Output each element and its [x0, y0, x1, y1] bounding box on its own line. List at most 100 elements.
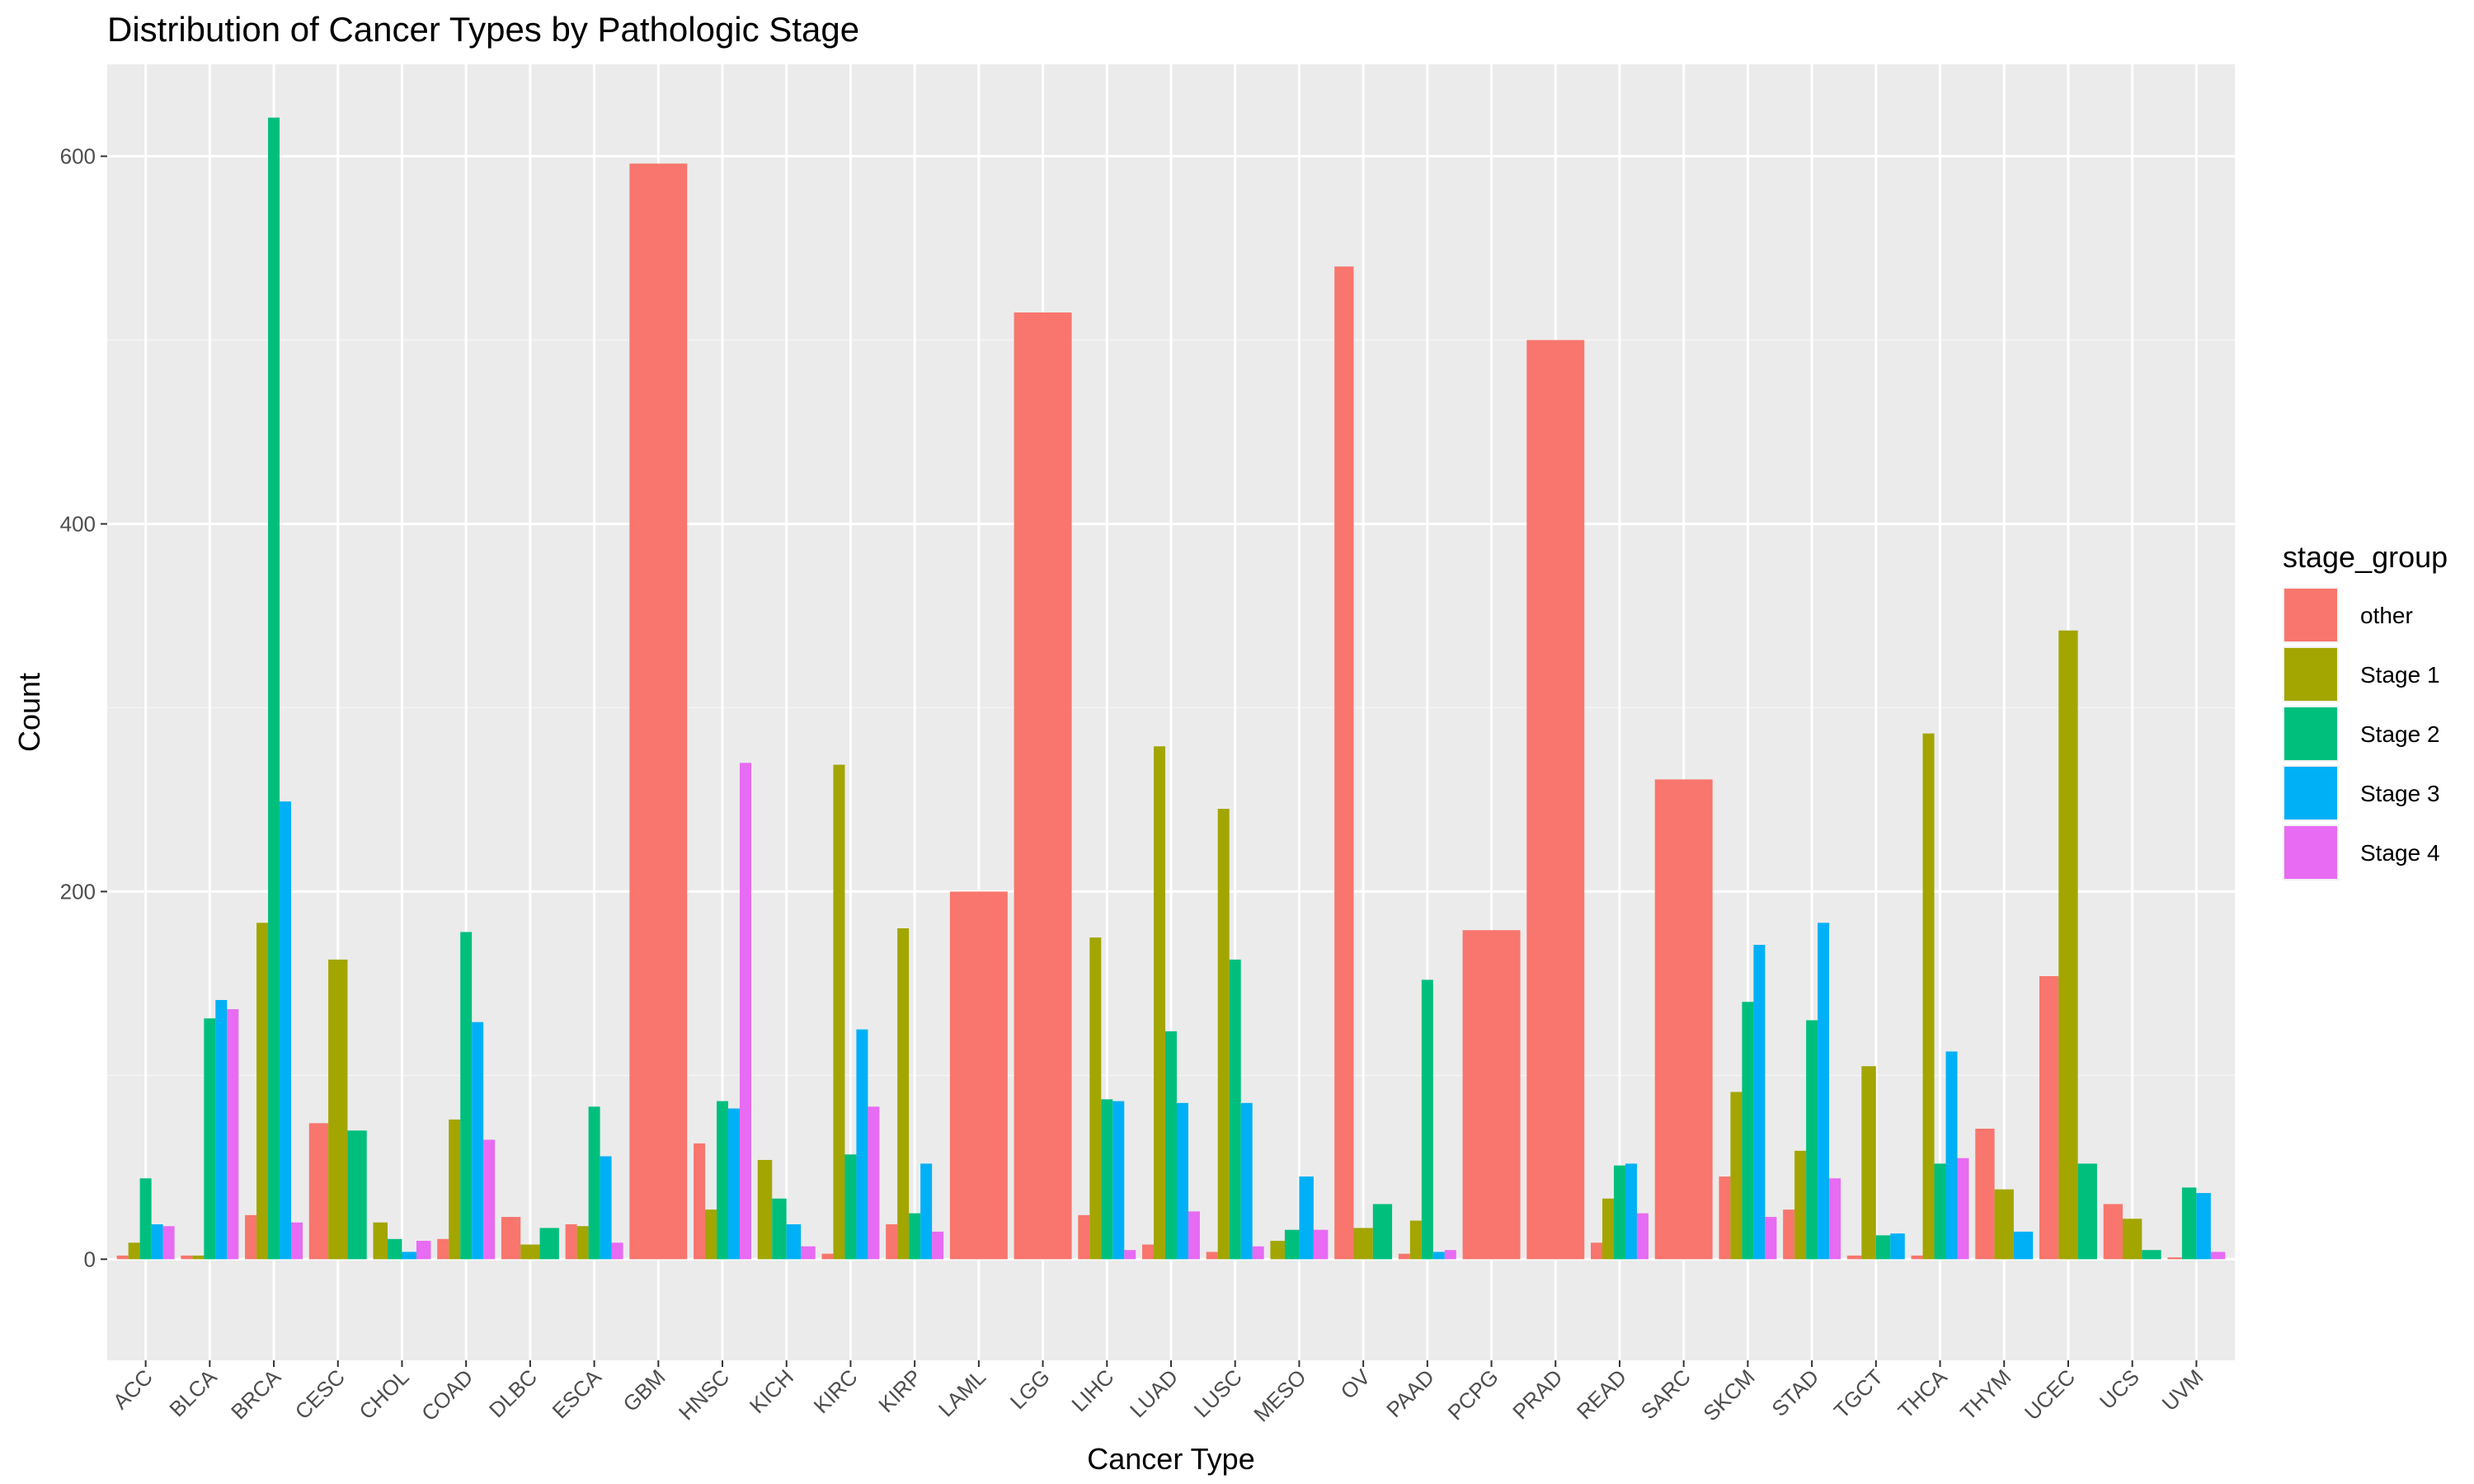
- x-tick-label: KIRC: [809, 1364, 863, 1418]
- x-tick-label: PCPG: [1442, 1364, 1503, 1425]
- bar-chol-stage-4: [416, 1241, 431, 1260]
- bar-hnsc-stage-1: [705, 1209, 717, 1260]
- bar-tgct-stage-2: [1875, 1235, 1891, 1260]
- bar-skcm-stage-2: [1742, 1002, 1754, 1260]
- x-tick-label: STAD: [1766, 1364, 1823, 1421]
- y-tick-label: 200: [60, 879, 96, 904]
- bar-tgct-stage-3: [1890, 1233, 1905, 1260]
- legend-label: Stage 3: [2360, 781, 2440, 806]
- bar-blca-stage-4: [227, 1009, 239, 1260]
- bar-skcm-stage-4: [1765, 1217, 1777, 1260]
- bar-stad-stage-4: [1829, 1178, 1841, 1260]
- bar-ucec-stage-2: [2077, 1163, 2097, 1260]
- bar-brca-stage-3: [280, 801, 292, 1260]
- bar-kirc-stage-3: [856, 1029, 868, 1260]
- bar-stad-other: [1783, 1209, 1795, 1260]
- bar-luad-stage-3: [1176, 1102, 1188, 1260]
- bar-hnsc-other: [694, 1143, 706, 1260]
- bar-dlbc-other: [501, 1217, 521, 1260]
- bars: [116, 117, 2226, 1260]
- bar-paad-stage-4: [1444, 1250, 1456, 1260]
- bar-read-stage-1: [1602, 1198, 1614, 1260]
- bar-dlbc-stage-1: [520, 1244, 540, 1260]
- bar-esca-other: [565, 1223, 577, 1260]
- bar-tgct-stage-1: [1861, 1066, 1876, 1260]
- chart-title: Distribution of Cancer Types by Patholog…: [107, 10, 859, 49]
- bar-stad-stage-3: [1818, 923, 1830, 1260]
- bar-kirp-stage-2: [909, 1213, 921, 1260]
- bar-esca-stage-3: [600, 1156, 612, 1260]
- bar-hnsc-stage-3: [728, 1108, 741, 1260]
- bar-kirc-other: [821, 1253, 834, 1260]
- bar-sarc-other: [1654, 779, 1713, 1260]
- bar-uvm-stage-4: [2210, 1252, 2226, 1260]
- bar-acc-stage-4: [162, 1226, 175, 1260]
- x-tick-label: KIRP: [873, 1364, 926, 1417]
- bar-coad-stage-4: [483, 1139, 496, 1260]
- bar-meso-stage-1: [1270, 1241, 1285, 1260]
- x-tick-label: SARC: [1636, 1364, 1696, 1424]
- bar-tgct-other: [1846, 1255, 1862, 1260]
- y-tick-label: 600: [60, 143, 96, 168]
- legend-key-stage-3: [2284, 767, 2337, 819]
- x-axis-ticks: ACC BLCA BRCA CESC CHOL COAD DLBC ESCA GBM HNSC KI…: [108, 1360, 2208, 1426]
- bar-lihc-stage-1: [1089, 937, 1102, 1260]
- bar-laml-other: [949, 891, 1008, 1260]
- bar-kirp-stage-1: [897, 928, 910, 1260]
- bar-thca-stage-1: [1922, 733, 1935, 1260]
- bar-ucec-stage-1: [2058, 630, 2078, 1260]
- x-tick-label: BLCA: [164, 1364, 222, 1422]
- bar-acc-other: [116, 1255, 129, 1260]
- x-tick-label: COAD: [416, 1364, 477, 1425]
- x-tick-label: CESC: [290, 1364, 350, 1424]
- bar-lihc-stage-4: [1124, 1250, 1136, 1260]
- bar-ov-stage-1: [1353, 1228, 1373, 1260]
- legend-label: Stage 4: [2360, 840, 2440, 866]
- bar-thca-stage-3: [1945, 1051, 1958, 1260]
- bar-kich-stage-2: [772, 1198, 787, 1260]
- bar-brca-stage-1: [256, 923, 269, 1260]
- x-tick-label: UCS: [2095, 1364, 2144, 1414]
- bar-uvm-stage-3: [2196, 1193, 2211, 1260]
- bar-blca-stage-3: [215, 999, 228, 1260]
- bar-luad-other: [1142, 1244, 1155, 1260]
- x-tick-label: TGCT: [1829, 1364, 1888, 1423]
- bar-chol-stage-1: [373, 1222, 388, 1260]
- y-axis-ticks: 0 200 400 600: [60, 143, 107, 1271]
- bar-esca-stage-1: [576, 1226, 589, 1260]
- bar-chol-stage-3: [402, 1252, 416, 1260]
- x-tick-label: GBM: [618, 1364, 670, 1416]
- bar-ucs-stage-1: [2123, 1219, 2142, 1260]
- bar-pcpg-other: [1462, 930, 1521, 1260]
- x-tick-label: KICH: [745, 1364, 798, 1418]
- x-tick-label: MESO: [1249, 1364, 1310, 1426]
- bar-meso-stage-3: [1299, 1176, 1314, 1260]
- x-tick-label: ESCA: [548, 1364, 607, 1424]
- bar-read-stage-4: [1636, 1213, 1649, 1260]
- bar-thca-stage-2: [1934, 1163, 1946, 1260]
- x-tick-label: HNSC: [674, 1364, 734, 1425]
- bar-read-stage-3: [1625, 1163, 1637, 1260]
- bar-ov-stage-2: [1372, 1204, 1393, 1260]
- bar-lusc-stage-4: [1252, 1246, 1264, 1260]
- legend-label: Stage 1: [2360, 662, 2440, 688]
- bar-ucs-stage-2: [2142, 1250, 2161, 1260]
- bar-lihc-stage-2: [1101, 1099, 1113, 1260]
- bar-luad-stage-4: [1188, 1211, 1200, 1260]
- legend-label: other: [2360, 603, 2413, 628]
- bar-brca-stage-4: [291, 1222, 303, 1260]
- bar-meso-stage-2: [1284, 1229, 1300, 1260]
- bar-hnsc-stage-2: [717, 1101, 729, 1260]
- x-tick-label: PRAD: [1507, 1364, 1567, 1424]
- bar-kich-stage-3: [786, 1223, 802, 1260]
- bar-ov-other: [1334, 266, 1354, 1260]
- x-tick-label: LUAD: [1125, 1364, 1183, 1422]
- y-tick-label: 0: [84, 1247, 96, 1271]
- bar-lihc-other: [1078, 1214, 1090, 1260]
- x-tick-label: OV: [1336, 1364, 1376, 1404]
- bar-paad-stage-1: [1409, 1220, 1422, 1260]
- x-tick-label: SKCM: [1698, 1364, 1759, 1425]
- bar-kich-stage-4: [801, 1246, 816, 1260]
